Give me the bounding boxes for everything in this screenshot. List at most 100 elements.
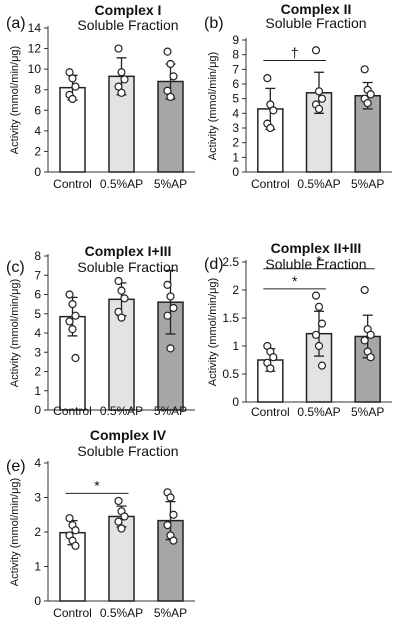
data-point	[68, 94, 77, 104]
y-tick-label: 1	[34, 384, 41, 398]
y-tick-label: 12	[28, 42, 42, 56]
data-point	[363, 98, 372, 108]
y-tick-label: 0	[34, 165, 41, 179]
x-tick-label: 5%AP	[154, 606, 187, 620]
data-point	[163, 280, 172, 289]
y-tick-label: 4	[34, 456, 41, 470]
y-tick-label: 8	[232, 48, 239, 62]
significance-marker: *	[94, 477, 100, 493]
y-tick-label: 3	[34, 491, 41, 505]
y-tick-label: 8	[34, 249, 41, 263]
y-tick-label: 7	[34, 268, 41, 282]
chart-title: Complex IV	[90, 427, 167, 443]
data-point	[166, 92, 175, 102]
y-tick-label: 3	[34, 345, 41, 359]
data-point	[120, 75, 129, 84]
data-point	[117, 524, 126, 533]
data-point	[163, 520, 172, 530]
data-point	[65, 514, 74, 523]
y-tick-label: 0	[232, 165, 239, 179]
panel-label: (c)	[6, 259, 25, 276]
data-point	[65, 290, 74, 299]
x-tick-label: Control	[53, 404, 92, 418]
data-point	[68, 300, 77, 309]
x-tick-label: 0.5%AP	[100, 177, 143, 191]
data-point	[166, 493, 175, 502]
y-axis-label: Activity (mmol/min/μg)	[9, 279, 21, 387]
data-point	[114, 44, 123, 53]
data-point	[117, 313, 126, 322]
data-point	[68, 325, 77, 334]
x-tick-label: 5%AP	[351, 405, 384, 419]
data-point	[68, 74, 77, 83]
y-tick-label: 4	[34, 124, 41, 138]
data-point	[120, 512, 129, 521]
data-point	[114, 517, 123, 526]
data-point	[366, 90, 375, 99]
y-tick-label: 5	[34, 307, 41, 321]
y-tick-label: 2	[34, 144, 41, 158]
x-tick-label: Control	[251, 177, 290, 191]
data-point	[360, 65, 369, 74]
chart-subtitle: Soluble Fraction	[77, 17, 178, 33]
panel-label: (e)	[6, 458, 26, 475]
x-tick-label: 0.5%AP	[297, 177, 340, 191]
data-point	[360, 285, 369, 295]
y-tick-label: 2	[232, 283, 239, 297]
data-point	[263, 74, 272, 83]
chart-title: Complex I	[95, 2, 162, 18]
y-axis-label: Activity (mmol/min/μg)	[207, 52, 219, 160]
data-point	[65, 317, 74, 326]
chart-title: Complex I+III	[85, 243, 172, 259]
y-tick-label: 14	[28, 21, 42, 35]
data-point	[366, 353, 375, 362]
chart-subtitle: Soluble Fraction	[265, 15, 366, 31]
y-tick-label: 1	[232, 339, 239, 353]
data-point	[169, 536, 178, 545]
data-point	[166, 292, 175, 301]
data-point	[166, 59, 175, 69]
data-point	[71, 353, 80, 363]
data-point	[266, 123, 275, 133]
panel-label: (a)	[6, 15, 26, 32]
y-tick-label: 2	[34, 525, 41, 539]
y-tick-label: 10	[28, 62, 42, 76]
y-axis-label: Activity (mmol/min/μg)	[207, 278, 219, 386]
data-point	[311, 46, 321, 55]
chart-title: Complex II	[281, 1, 352, 17]
panel-label: (d)	[204, 256, 224, 273]
data-point	[314, 341, 324, 351]
y-tick-label: 0	[34, 403, 41, 417]
y-tick-label: 1.5	[222, 311, 239, 325]
y-tick-label: 8	[34, 83, 41, 97]
x-tick-label: 0.5%AP	[100, 404, 143, 418]
y-tick-label: 3	[232, 121, 239, 135]
data-point	[163, 311, 172, 320]
data-point	[169, 510, 178, 519]
y-tick-label: 2	[232, 136, 239, 150]
y-tick-label: 1	[34, 560, 41, 574]
y-tick-label: 6	[34, 288, 41, 302]
data-point	[366, 330, 375, 339]
data-point	[117, 68, 126, 77]
x-tick-label: 5%AP	[154, 404, 187, 418]
data-point	[314, 104, 324, 114]
data-point	[120, 294, 129, 303]
data-point	[269, 353, 278, 362]
x-tick-label: 5%AP	[351, 177, 384, 191]
data-point	[269, 106, 278, 115]
data-point	[71, 82, 80, 91]
data-point	[169, 72, 178, 81]
x-tick-label: 0.5%AP	[297, 405, 340, 419]
data-point	[311, 330, 321, 339]
x-tick-label: 5%AP	[154, 177, 187, 191]
y-tick-label: 2	[34, 365, 41, 379]
data-point	[360, 336, 369, 345]
data-point	[266, 364, 275, 373]
chart-subtitle: Soluble Fraction	[77, 259, 178, 275]
y-tick-label: 6	[232, 77, 239, 91]
y-tick-label: 1	[232, 150, 239, 164]
